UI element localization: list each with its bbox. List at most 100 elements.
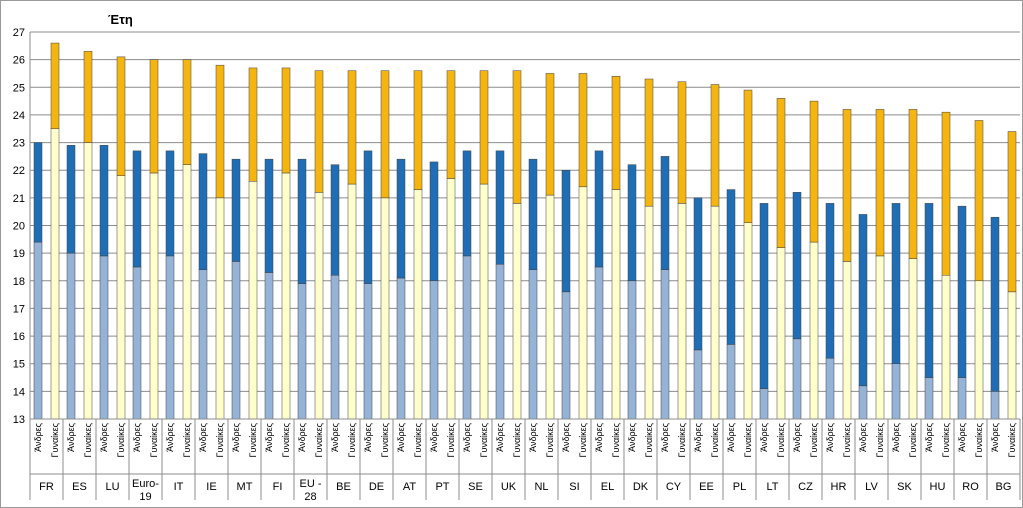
- country-label: BE: [336, 481, 351, 493]
- bar-men-base: [66, 252, 76, 420]
- bar-women-top: [545, 73, 555, 196]
- bar-women-top: [149, 59, 159, 174]
- bar-women-top: [314, 70, 324, 193]
- country-label: IE: [206, 481, 216, 493]
- bar-men-top: [792, 192, 802, 340]
- bar-men-base: [759, 388, 769, 420]
- country-label: SE: [468, 481, 483, 493]
- bar-women-top: [182, 59, 192, 165]
- sublabel-men: Άνδρες: [759, 422, 769, 451]
- axes: 13 14 15 16 17 18 19 20 21 22 23 24 25 26 27: [13, 27, 1021, 500]
- sublabel-men: Άνδρες: [825, 422, 835, 451]
- bar-women-top: [116, 56, 126, 176]
- bar-men-top: [495, 150, 505, 265]
- sublabel-women: Γυναίκες: [908, 422, 918, 457]
- sublabel-women: Γυναίκες: [380, 422, 390, 457]
- bar-men-top: [825, 203, 835, 359]
- bar-women-base: [116, 175, 126, 420]
- bar-men-base: [957, 377, 967, 420]
- sublabel-men: Άνδρες: [957, 422, 967, 451]
- bar-women-base: [512, 203, 522, 420]
- sublabel-men: Άνδρες: [363, 422, 373, 451]
- y-tick-label: 27: [13, 27, 25, 39]
- bar-women-base: [710, 205, 720, 420]
- bar-men-top: [165, 150, 175, 257]
- sublabel-women: Γυναίκες: [1007, 422, 1017, 457]
- country-label: LT: [766, 481, 778, 493]
- bar-women-top: [413, 70, 423, 190]
- bars: [33, 42, 1017, 420]
- y-tick-label: 19: [13, 248, 25, 260]
- bar-women-base: [677, 203, 687, 420]
- bar-women-top: [842, 109, 852, 262]
- sublabel-men: Άνδρες: [297, 422, 307, 451]
- bar-women-base: [776, 247, 786, 420]
- country-label: UK: [501, 481, 517, 493]
- y-tick-label: 20: [13, 221, 25, 233]
- country-label: PT: [435, 481, 449, 493]
- y-tick-label: 17: [13, 303, 25, 315]
- bar-men-top: [396, 158, 406, 279]
- sublabel-men: Άνδρες: [429, 422, 439, 451]
- y-tick-label: 22: [13, 165, 25, 177]
- bar-men-base: [528, 269, 538, 420]
- sublabel-women: Γυναίκες: [215, 422, 225, 457]
- bar-women-base: [479, 183, 489, 420]
- country-label: EE: [699, 481, 714, 493]
- sublabel-men: Άνδρες: [792, 422, 802, 451]
- bar-men-top: [429, 161, 439, 282]
- bar-women-top: [248, 67, 258, 182]
- country-label: EL: [601, 481, 614, 493]
- bar-men-base: [561, 291, 571, 420]
- bar-women-base: [743, 222, 753, 420]
- bar-men-top: [990, 216, 1000, 392]
- y-tick-label: 21: [13, 193, 25, 205]
- sublabel-women: Γυναίκες: [83, 422, 93, 457]
- sublabel-women: Γυναίκες: [116, 422, 126, 457]
- sublabel-men: Άνδρες: [99, 422, 109, 451]
- bar-women-top: [281, 67, 291, 174]
- sublabel-women: Γυναίκες: [941, 422, 951, 457]
- sublabel-men: Άνδρες: [561, 422, 571, 451]
- country-label: EU -: [300, 478, 322, 490]
- sublabel-men: Άνδρες: [330, 422, 340, 451]
- sublabel-women: Γυναίκες: [347, 422, 357, 457]
- bar-men-base: [990, 391, 1000, 420]
- sublabel-women: Γυναίκες: [611, 422, 621, 457]
- sublabel-men: Άνδρες: [594, 422, 604, 451]
- bar-men-top: [528, 158, 538, 270]
- category-labels: Άνδρες Γυναίκες FR Άνδρες Γυναίκες ES Άνδρες Γυ…: [33, 422, 1017, 503]
- country-label: HR: [831, 481, 847, 493]
- bar-women-base: [908, 258, 918, 420]
- bar-women-base: [215, 197, 225, 420]
- bar-men-top: [330, 164, 340, 276]
- bar-women-top: [776, 98, 786, 248]
- bar-men-base: [363, 283, 373, 420]
- bar-men-top: [198, 153, 208, 270]
- country-label: IT: [174, 481, 184, 493]
- sublabel-men: Άνδρες: [462, 422, 472, 451]
- bar-men-base: [660, 269, 670, 420]
- sublabel-men: Άνδρες: [495, 422, 505, 451]
- bar-men-base: [132, 266, 142, 420]
- bar-men-base: [330, 275, 340, 420]
- sublabel-men: Άνδρες: [858, 422, 868, 451]
- bar-women-base: [545, 194, 555, 420]
- country-label: LU: [105, 481, 119, 493]
- country-label: CY: [666, 481, 682, 493]
- chart-title: Έτη: [108, 12, 133, 27]
- bar-men-top: [231, 158, 241, 262]
- bar-women-base: [182, 164, 192, 420]
- bar-men-base: [924, 377, 934, 420]
- y-tick-label: 25: [13, 82, 25, 94]
- sublabel-men: Άνδρες: [264, 422, 274, 451]
- bar-men-base: [33, 241, 43, 420]
- bar-men-top: [33, 142, 43, 243]
- y-tick-label: 18: [13, 276, 25, 288]
- sublabel-women: Γυναίκες: [809, 422, 819, 457]
- bar-women-top: [677, 81, 687, 204]
- bar-women-base: [413, 189, 423, 420]
- y-tick-label: 14: [13, 386, 25, 398]
- sublabel-men: Άνδρες: [66, 422, 76, 451]
- bar-women-top: [512, 70, 522, 204]
